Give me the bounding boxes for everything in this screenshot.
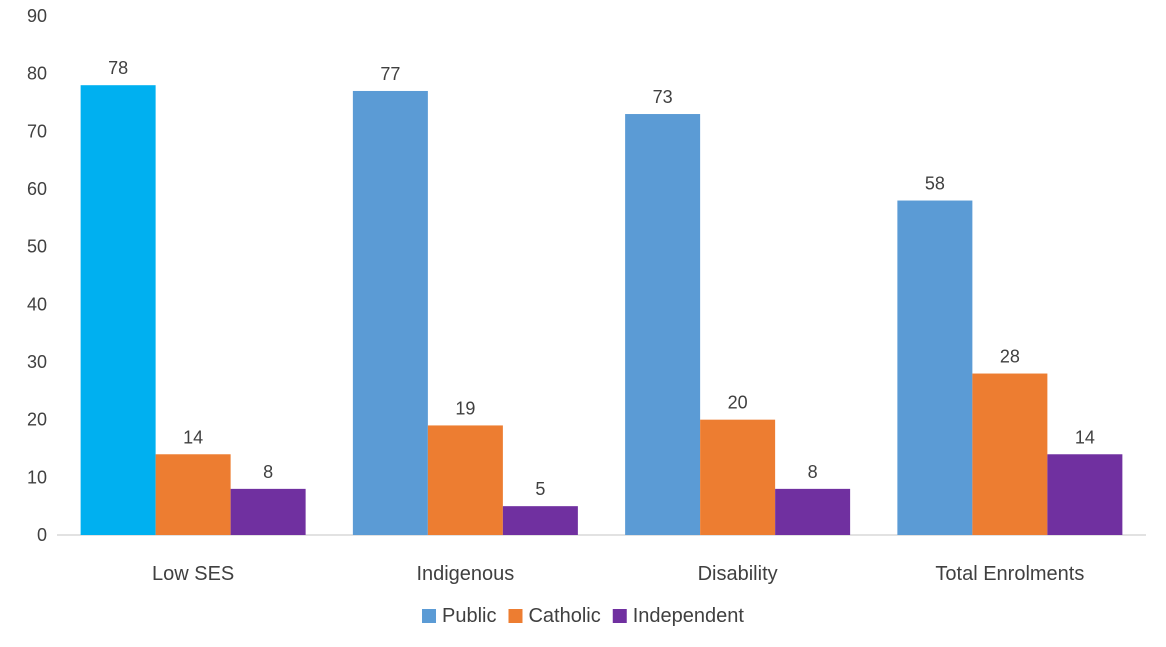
bar-catholic-total-enrolments — [972, 373, 1048, 535]
y-tick-label: 10 — [27, 467, 47, 487]
bar-independent-low-ses — [230, 488, 306, 535]
bar-public-indigenous — [352, 90, 428, 535]
x-tick-label: Indigenous — [416, 563, 514, 585]
y-tick-label: 20 — [27, 410, 47, 430]
data-label: 5 — [535, 479, 545, 499]
x-tick-label: Total Enrolments — [935, 563, 1084, 585]
data-label: 19 — [455, 398, 475, 418]
data-label: 28 — [1000, 347, 1020, 367]
legend-swatch — [422, 609, 437, 623]
legend-item-public: Public — [422, 605, 496, 627]
y-tick-label: 80 — [27, 64, 47, 84]
bar-catholic-indigenous — [427, 425, 503, 535]
legend-item-catholic: Catholic — [508, 605, 601, 627]
y-axis: 0 10 20 30 40 50 60 70 80 90 — [27, 6, 47, 545]
data-label: 78 — [108, 58, 128, 78]
bar-catholic-low-ses — [155, 454, 231, 535]
legend-item-independent: Independent — [612, 605, 745, 627]
bar-public-low-ses — [80, 85, 156, 535]
data-label: 8 — [808, 462, 818, 482]
y-tick-label: 70 — [27, 121, 47, 141]
y-tick-label: 90 — [27, 6, 47, 26]
data-label: 14 — [1075, 427, 1095, 447]
x-tick-label: Disability — [698, 563, 778, 585]
bars — [80, 85, 1123, 536]
data-label: 14 — [183, 427, 203, 447]
y-tick-label: 30 — [27, 352, 47, 372]
bar-independent-indigenous — [502, 506, 578, 535]
x-axis: Low SES Indigenous Disability Total Enrolme… — [57, 534, 1146, 585]
bar-catholic-disability — [700, 419, 776, 535]
y-tick-label: 40 — [27, 294, 47, 314]
data-label: 73 — [653, 87, 673, 107]
data-label: 20 — [728, 393, 748, 413]
y-tick-label: 50 — [27, 237, 47, 257]
legend-label: Catholic — [528, 605, 600, 627]
data-label: 77 — [380, 64, 400, 84]
x-tick-label: Low SES — [152, 563, 234, 585]
bar-independent-total-enrolments — [1047, 454, 1123, 535]
legend-label: Independent — [633, 605, 745, 627]
bar-independent-disability — [775, 488, 851, 535]
data-label: 58 — [925, 174, 945, 194]
bar-public-disability — [625, 114, 701, 536]
data-label: 8 — [263, 462, 273, 482]
legend-label: Public — [442, 605, 496, 627]
bar-public-total-enrolments — [897, 200, 973, 536]
legend: Public Catholic Independent — [422, 605, 744, 627]
y-tick-label: 60 — [27, 179, 47, 199]
legend-swatch — [508, 609, 523, 623]
y-tick-label: 0 — [37, 525, 47, 545]
legend-swatch — [612, 609, 627, 623]
